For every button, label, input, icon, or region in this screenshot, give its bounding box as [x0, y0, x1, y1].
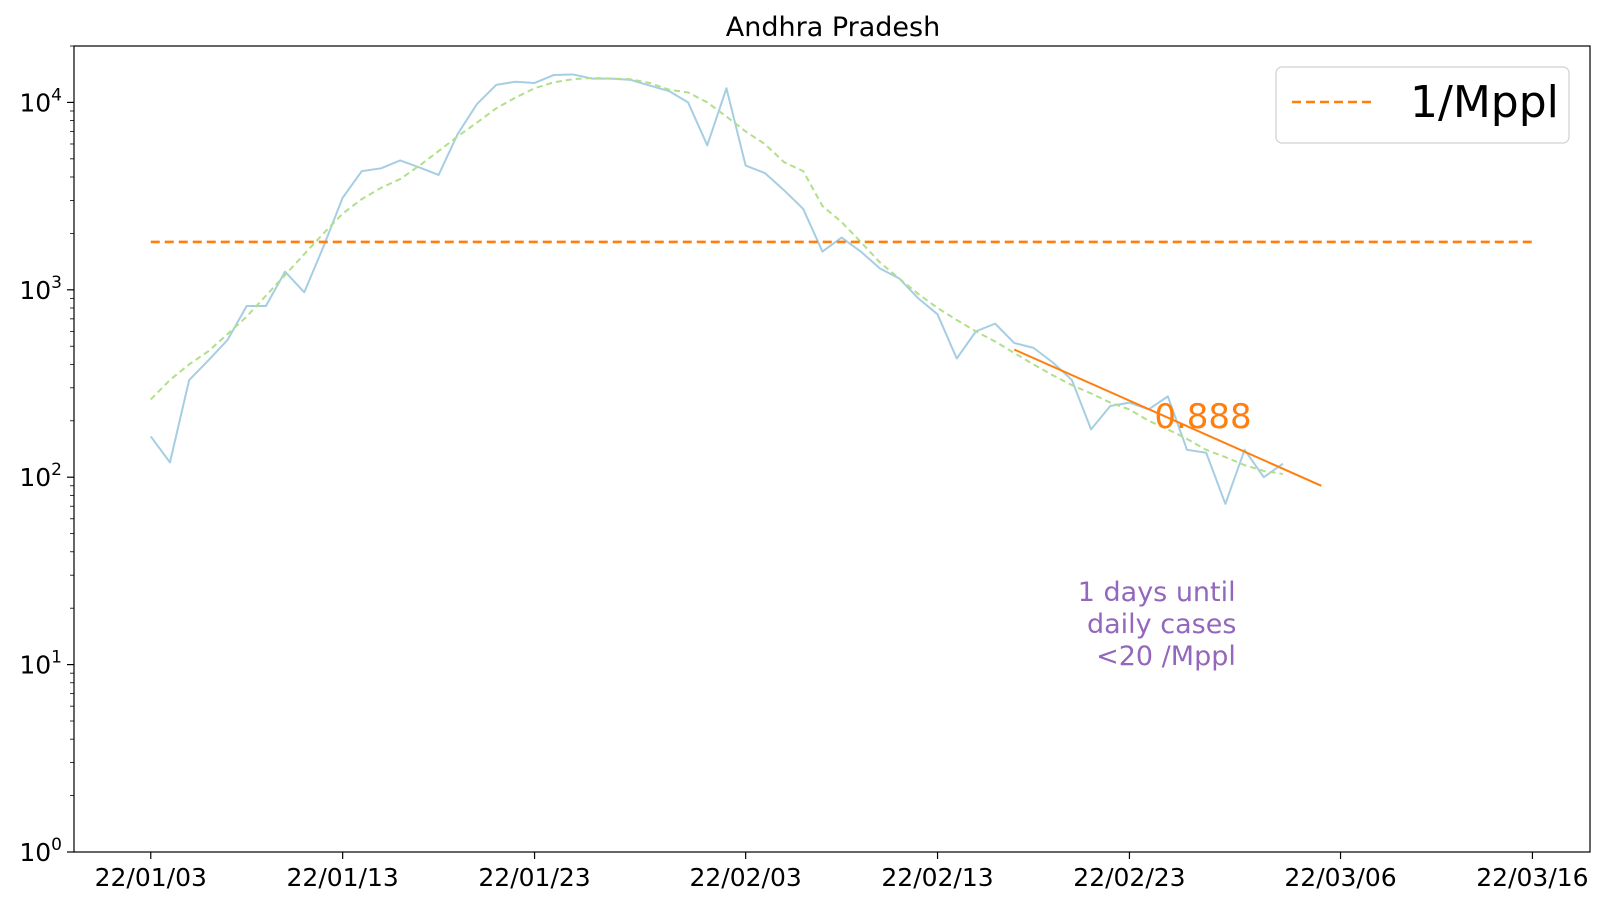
x-tick-label: 22/03/16 [1476, 863, 1588, 892]
legend: 1/Mppl [1275, 66, 1570, 144]
axes: 22/01/03 22/01/13 22/01/23 22/02/03 22/02/13… [19, 45, 1589, 892]
annotations: 0.888 1 days until daily cases <20 /Mppl [1078, 397, 1252, 672]
x-tick-label: 22/01/23 [478, 863, 590, 892]
forecast-line-2: daily cases [1087, 609, 1236, 640]
chart-title: Andhra Pradesh [726, 12, 940, 43]
legend-label: 1/Mppl [1410, 77, 1559, 128]
x-tick-label: 22/03/06 [1284, 863, 1396, 892]
forecast-annotation: 1 days until daily cases <20 /Mppl [1078, 577, 1245, 672]
series-trend-line [1013, 348, 1322, 487]
legend-box [1275, 66, 1570, 144]
y-tick-label: 101 [19, 648, 62, 680]
series-smoothed-line [150, 76, 1284, 475]
x-tick-label: 22/02/23 [1073, 863, 1185, 892]
rate-annotation: 0.888 [1154, 397, 1251, 437]
plot-area [149, 73, 1533, 505]
x-tick-label: 22/01/03 [95, 863, 207, 892]
forecast-line-1: 1 days until [1078, 577, 1236, 608]
x-tick-label: 22/02/13 [881, 863, 993, 892]
y-tick-label: 104 [19, 85, 62, 117]
x-tick-label: 22/02/03 [690, 863, 802, 892]
y-tick-label: 100 [19, 835, 62, 867]
series-daily-line [149, 73, 1284, 505]
y-tick-label: 103 [19, 273, 62, 305]
y-tick-label: 102 [19, 460, 62, 492]
forecast-line-3: <20 /Mppl [1096, 641, 1236, 672]
x-tick-label: 22/01/13 [287, 863, 399, 892]
plot-frame [73, 45, 1591, 853]
